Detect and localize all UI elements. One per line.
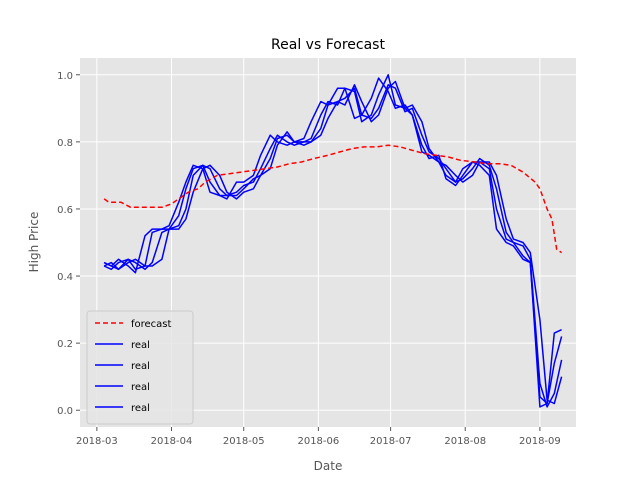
legend: forecast real real real real: [86, 310, 194, 425]
y-tick-label: 1.0: [57, 71, 73, 82]
series-line-forecast-0: [103, 144, 563, 254]
x-tick-label: 2018-05: [223, 436, 265, 447]
x-tick-label: 2018-07: [370, 436, 412, 447]
y-tick-label: 0.8: [57, 138, 73, 149]
x-tick-label: 2018-08: [444, 436, 486, 447]
y-axis-label: High Price: [27, 212, 41, 273]
grid: [80, 58, 576, 427]
legend-label: real: [131, 340, 150, 351]
chart-title: Real vs Forecast: [271, 37, 385, 53]
series-layer: [103, 74, 563, 408]
legend-label: forecast: [131, 319, 172, 330]
x-tick-label: 2018-06: [297, 436, 339, 447]
legend-label: real: [131, 382, 150, 393]
legend-label: real: [131, 361, 150, 372]
y-tick-label: 0.6: [57, 205, 73, 216]
series-line-real-4: [103, 80, 563, 405]
legend-box: [86, 310, 194, 425]
y-tick-label: 0.2: [57, 339, 73, 350]
x-tick-label: 2018-09: [519, 436, 561, 447]
legend-label: real: [131, 403, 150, 414]
ticks: 2018-03 2018-04 2018-05 2018-06 2018-07 2018-…: [57, 71, 561, 447]
y-tick-label: 0.4: [57, 272, 73, 283]
x-axis-label: Date: [314, 459, 343, 473]
y-tick-label: 0.0: [57, 406, 73, 417]
x-tick-label: 2018-04: [151, 436, 193, 447]
x-tick-label: 2018-03: [76, 436, 118, 447]
